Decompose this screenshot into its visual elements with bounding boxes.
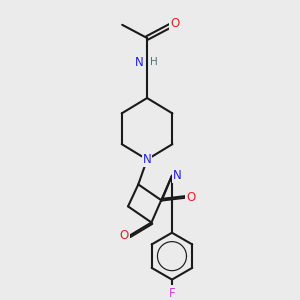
Text: O: O <box>120 229 129 242</box>
Text: F: F <box>169 287 175 300</box>
Text: O: O <box>186 190 196 203</box>
Text: N: N <box>143 153 152 166</box>
Text: O: O <box>170 17 179 30</box>
Text: N: N <box>134 56 143 69</box>
Text: H: H <box>150 57 158 67</box>
Text: N: N <box>173 169 182 182</box>
